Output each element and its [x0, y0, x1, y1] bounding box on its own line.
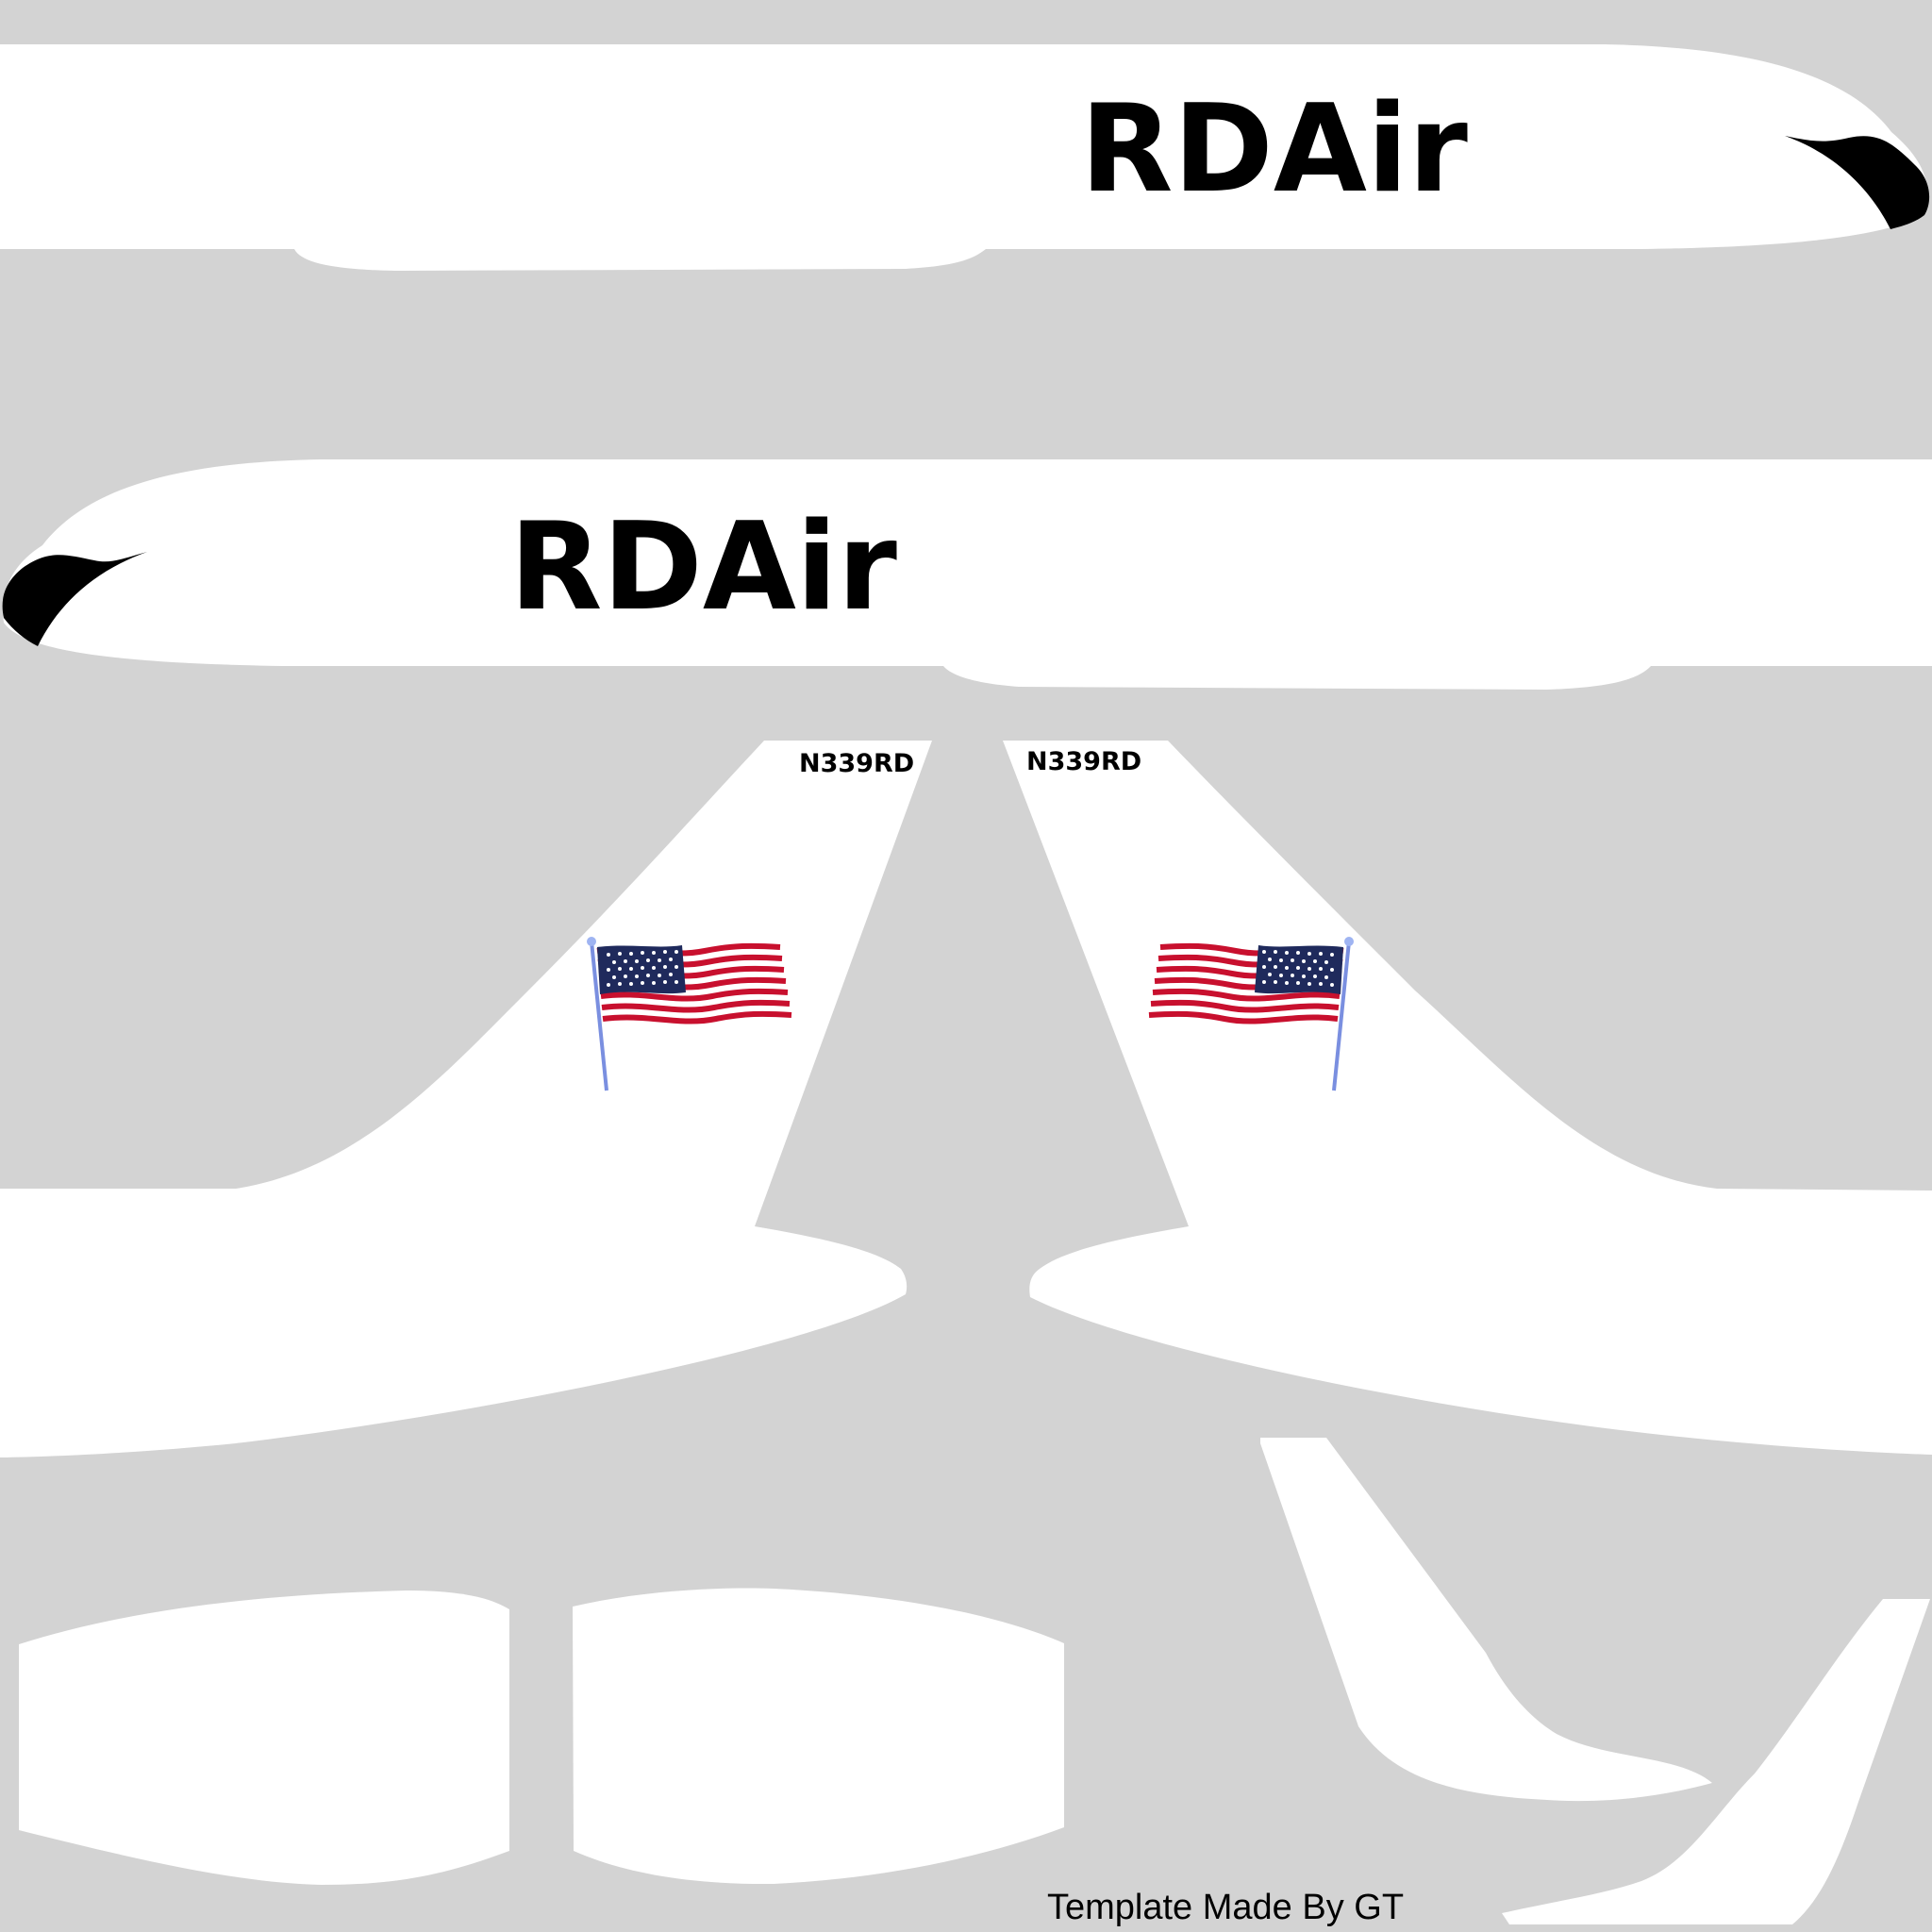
- template-credit: Template Made By GT: [1047, 1888, 1404, 1927]
- nose-cap-icon: [2, 552, 147, 646]
- tail-left-fin: [0, 741, 932, 1457]
- fuselage-left-body: [3, 459, 1932, 690]
- nose-cap-icon: [1785, 136, 1930, 229]
- tail-right-fin: [1003, 741, 1932, 1455]
- registration-left: N339RD: [799, 749, 914, 778]
- airline-name-right: RDAir: [1080, 79, 1468, 220]
- airline-name-left: RDAir: [509, 497, 897, 638]
- fuselage-right-body: [0, 44, 1927, 271]
- winglet-left: [1260, 1438, 1712, 1802]
- tail-left: N339RD: [0, 741, 932, 1457]
- registration-right: N339RD: [1026, 747, 1141, 776]
- engine-cowling-right: [573, 1588, 1064, 1885]
- fuselage-left-side: RDAir: [2, 459, 1932, 690]
- fuselage-right-side: RDAir: [0, 44, 1930, 271]
- winglet-right: [1502, 1599, 1930, 1924]
- tail-right: N339RD: [1003, 741, 1932, 1455]
- engine-cowling-left: [19, 1591, 509, 1885]
